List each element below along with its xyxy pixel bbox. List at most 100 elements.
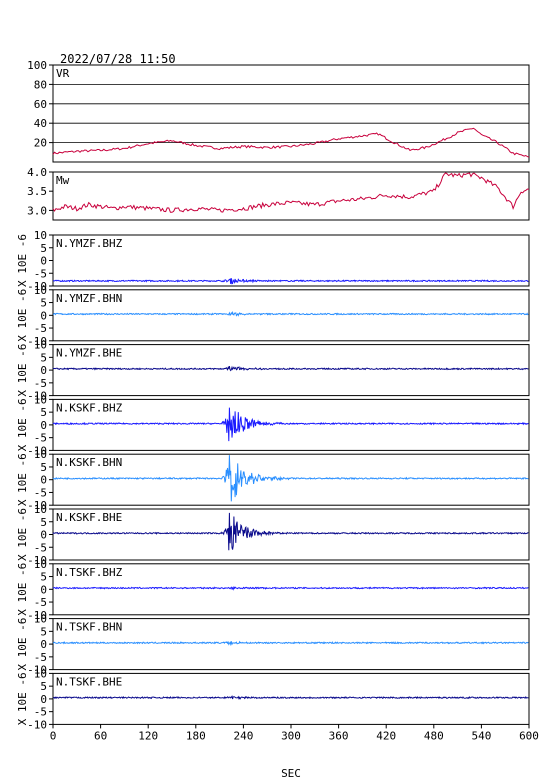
panels: 20406080100VR3.03.54.0Mw1050-5-10N.YMZF.… xyxy=(16,59,530,731)
waveform-panel-1-y-tick-label: 0 xyxy=(40,309,47,322)
waveform-panel-3-label: N.KSKF.BHZ xyxy=(56,401,123,414)
waveform-panel-7-y-tick-label: -10 xyxy=(27,664,47,677)
vr-panel-y-tick-label: 80 xyxy=(34,78,47,91)
waveform-panel-4-label: N.KSKF.BHN xyxy=(56,456,122,469)
waveform-panel-4-y-tick-label: 10 xyxy=(34,448,47,461)
x-tick-label: 480 xyxy=(424,729,444,742)
waveform-panel-5-y-tick-label: -10 xyxy=(27,554,47,567)
x-tick-label: 540 xyxy=(471,729,491,742)
x-tick-label: 60 xyxy=(94,729,107,742)
waveform-panel-2-y-tick-label: -10 xyxy=(27,390,47,403)
x-axis-label: SEC xyxy=(281,767,301,780)
waveform-panel-3-y-tick-label: 5 xyxy=(40,406,47,419)
waveform-panel-8-trace xyxy=(53,695,529,701)
waveform-panel-2-frame xyxy=(52,344,530,397)
waveform-panel-6-y-tick-label: -10 xyxy=(27,609,47,622)
waveform-panel-5-y-tick-label: 10 xyxy=(34,503,47,516)
vr-panel-y-tick-label: 20 xyxy=(34,137,47,150)
vr-panel-y-tick-label: 100 xyxy=(27,59,47,72)
x-tick-label: 240 xyxy=(233,729,253,742)
x-tick-label: 300 xyxy=(281,729,301,742)
vr-panel-series-line xyxy=(52,127,530,158)
x-tick-label: 360 xyxy=(329,729,349,742)
waveform-panel-4-frame xyxy=(52,453,530,506)
waveform-panel-7-label: N.TSKF.BHN xyxy=(56,621,122,634)
waveform-panel-8-y-tick-label: 0 xyxy=(40,693,47,706)
waveform-panel-5-y-tick-label: 0 xyxy=(40,529,47,542)
waveform-panel-6-y-tick-label: 10 xyxy=(34,558,47,571)
waveform-panel-7-y-axis-label: X 10E -6 xyxy=(16,618,29,671)
mw-panel-label: Mw xyxy=(56,174,70,187)
waveform-panel-8-y-tick-label: -10 xyxy=(27,718,47,731)
waveform-panel-0-label: N.YMZF.BHZ xyxy=(56,237,123,250)
waveform-panel-2-y-tick-label: 10 xyxy=(34,339,47,352)
waveform-panel-0-y-tick-label: 10 xyxy=(34,229,47,242)
waveform-panel-1-y-tick-label: -10 xyxy=(27,335,47,348)
waveform-panel-5-label: N.KSKF.BHE xyxy=(56,511,122,524)
waveform-panel-0-frame xyxy=(52,234,530,287)
waveform-panel-2-y-axis-label: X 10E -6 xyxy=(16,344,29,397)
waveform-panel-1-y-tick-label: -5 xyxy=(34,322,47,335)
waveform-panel-4-trace xyxy=(52,455,529,502)
waveform-panel-5-frame xyxy=(52,508,530,561)
waveform-panel-2-y-tick-label: -5 xyxy=(34,377,47,390)
mw-panel-y-tick-label: 4.0 xyxy=(27,166,47,179)
mw-panel-series-line xyxy=(52,172,530,213)
waveform-panel-0-trace xyxy=(52,278,529,285)
waveform-panel-6-trace xyxy=(52,585,529,591)
x-tick-label: 420 xyxy=(376,729,396,742)
waveform-panel-0-y-tick-label: -10 xyxy=(27,280,47,293)
waveform-panel-0-y-tick-label: 5 xyxy=(40,242,47,255)
waveform-panel-4-y-tick-label: 5 xyxy=(40,461,47,474)
vr-panel-y-tick-label: 40 xyxy=(34,117,47,130)
waveform-panel-6-label: N.TSKF.BHZ xyxy=(56,566,123,579)
waveform-panel-3-frame xyxy=(52,398,530,451)
waveform-panel-7-y-tick-label: 5 xyxy=(40,625,47,638)
waveform-panel-2-trace xyxy=(52,365,529,372)
waveform-panel-4-y-tick-label: -10 xyxy=(27,499,47,512)
waveform-panel-8-y-tick-label: 5 xyxy=(40,680,47,693)
waveform-panel-6-y-tick-label: 5 xyxy=(40,571,47,584)
waveform-panel-6-y-tick-label: 0 xyxy=(40,583,47,596)
waveform-panel-3-y-tick-label: -5 xyxy=(34,432,47,445)
mw-panel-frame xyxy=(52,171,530,221)
x-tick-label: 0 xyxy=(50,729,57,742)
waveform-panel-1-y-tick-label: 5 xyxy=(40,297,47,310)
figure-title: 2022/07/28 11:50 xyxy=(60,52,176,66)
waveform-panel-2-label: N.YMZF.BHE xyxy=(56,347,122,360)
waveform-panel-7-y-tick-label: -5 xyxy=(34,651,47,664)
waveform-panel-3-y-axis-label: X 10E -6 xyxy=(16,398,29,451)
waveform-panel-5-y-tick-label: -5 xyxy=(34,541,47,554)
x-axis: 0 60 120 180 240 300 360 420 480 540 600 xyxy=(50,724,539,742)
waveform-panel-3-y-tick-label: -10 xyxy=(27,444,47,457)
waveform-panel-8-y-tick-label: -5 xyxy=(34,706,47,719)
waveform-panel-8-label: N.TSKF.BHE xyxy=(56,675,122,688)
waveform-panel-0-y-tick-label: -5 xyxy=(34,267,47,280)
waveform-panel-8-y-tick-label: 10 xyxy=(34,667,47,680)
waveform-panel-1-label: N.YMZF.BHN xyxy=(56,292,122,305)
waveform-panel-4-y-tick-label: 0 xyxy=(40,474,47,487)
waveform-panel-8-frame xyxy=(52,672,530,725)
waveform-panel-7-trace xyxy=(52,640,529,647)
vr-panel-y-tick-label: 60 xyxy=(34,98,47,111)
x-tick-label: 120 xyxy=(138,729,158,742)
waveform-panel-6-y-tick-label: -5 xyxy=(34,596,47,609)
vr-panel-label: VR xyxy=(56,67,70,80)
waveform-panel-1-y-axis-label: X 10E -6 xyxy=(16,289,29,342)
mw-panel-y-tick-label: 3.0 xyxy=(27,204,47,217)
waveform-panel-7-frame xyxy=(52,618,530,671)
waveform-panel-7-y-tick-label: 0 xyxy=(40,638,47,651)
waveform-panel-5-y-axis-label: X 10E -6 xyxy=(16,508,29,561)
waveform-panel-3-y-tick-label: 10 xyxy=(34,393,47,406)
waveform-panel-6-y-axis-label: X 10E -6 xyxy=(16,563,29,616)
waveform-panel-8-y-axis-label: X 10E -6 xyxy=(16,672,29,725)
waveform-panel-3-y-tick-label: 0 xyxy=(40,419,47,432)
waveform-panel-5-trace xyxy=(52,512,529,551)
waveform-panel-6-frame xyxy=(52,563,530,616)
waveform-panel-1-y-tick-label: 10 xyxy=(34,284,47,297)
waveform-panel-7-y-tick-label: 10 xyxy=(34,613,47,626)
x-tick-label: 180 xyxy=(186,729,206,742)
waveform-panel-4-y-axis-label: X 10E -6 xyxy=(16,453,29,506)
waveform-panel-1-trace xyxy=(53,310,529,317)
